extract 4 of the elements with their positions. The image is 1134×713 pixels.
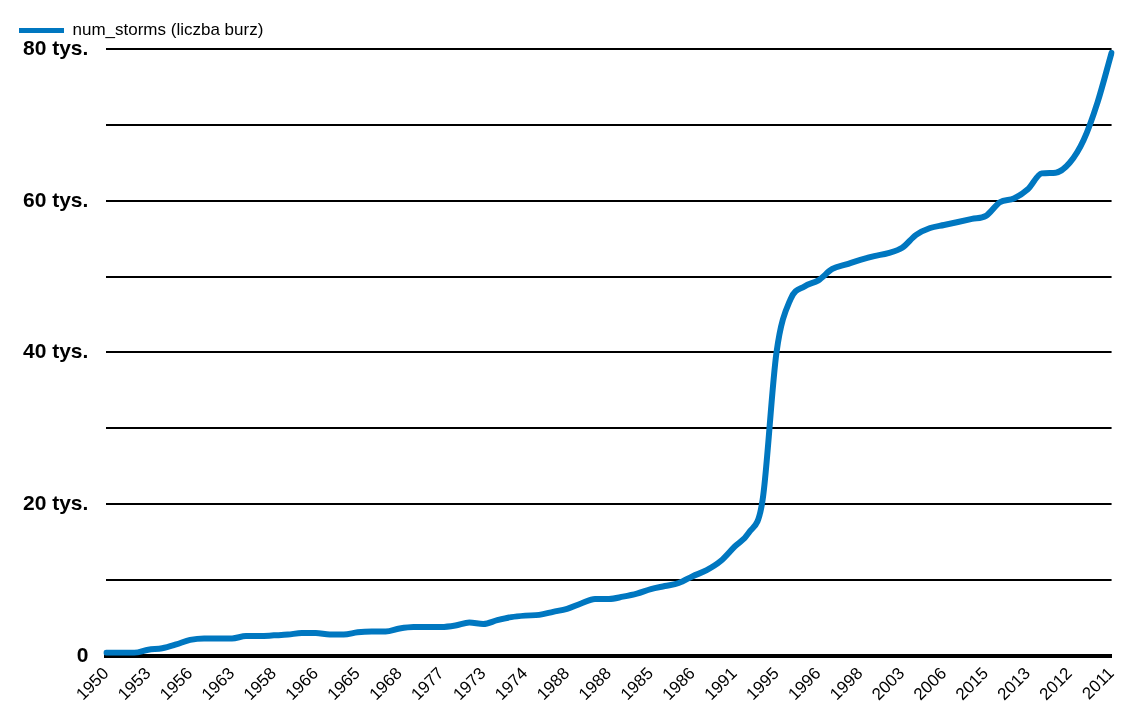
y-tick-label: 40 tys.	[22, 339, 89, 363]
y-tick-label: 60 tys.	[22, 187, 89, 211]
y-tick-label: 20 tys.	[22, 490, 89, 514]
y-tick-label: 0	[76, 642, 89, 666]
